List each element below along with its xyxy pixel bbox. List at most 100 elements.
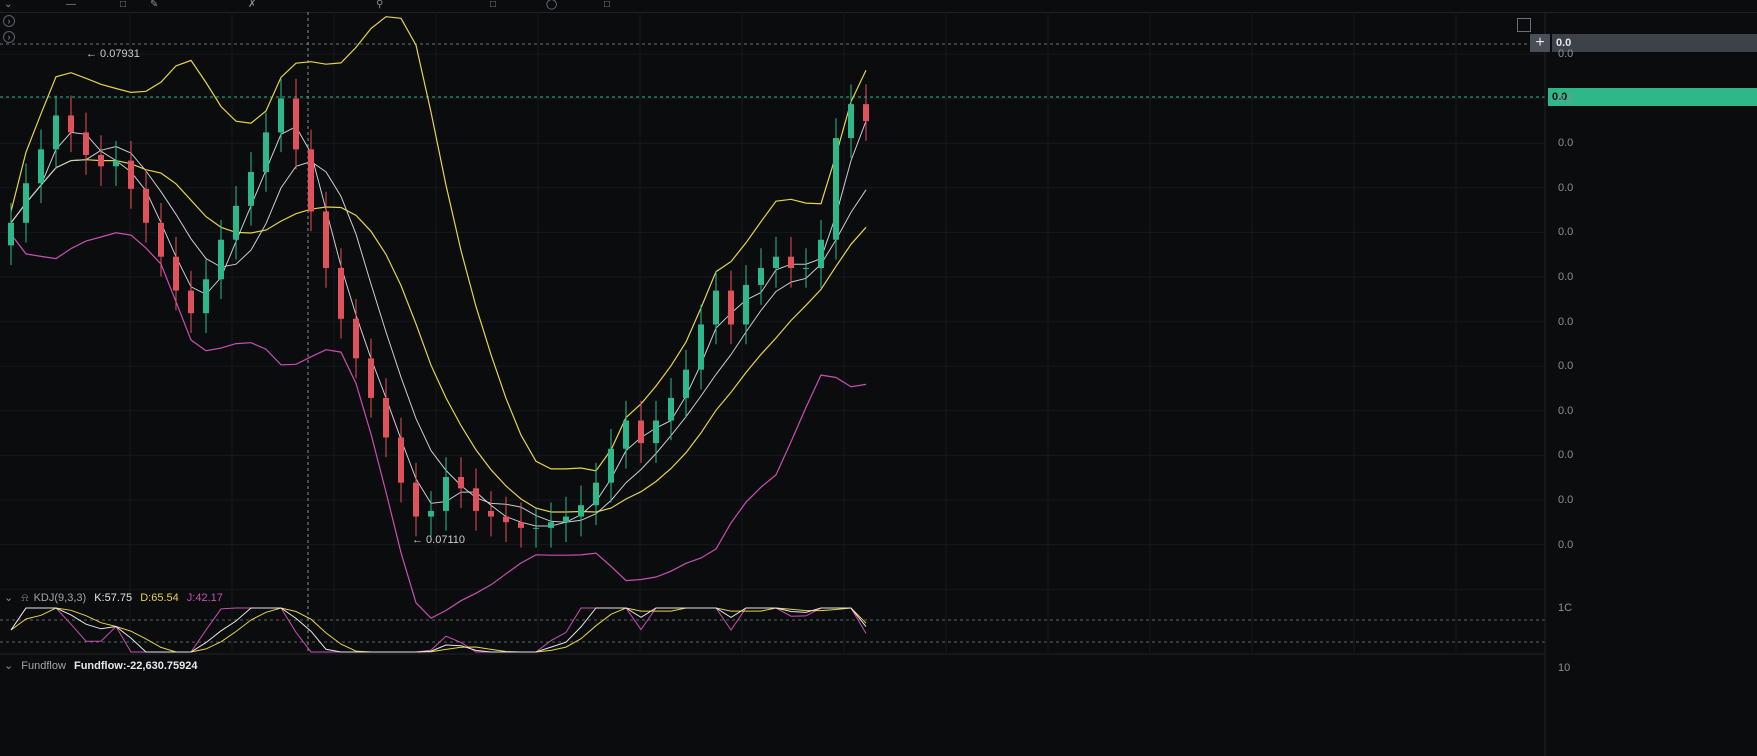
candle-body bbox=[68, 115, 74, 133]
draw-icon[interactable]: □ bbox=[120, 0, 127, 10]
candle-body bbox=[488, 510, 494, 517]
kdj-j-value: J:42.17 bbox=[186, 592, 223, 604]
collapse-top-icon[interactable]: › bbox=[3, 15, 15, 27]
kdj-legend: ⌄ ⍾ KDJ(9,3,3) K:57.75 D:65.54 J:42.17 bbox=[4, 591, 228, 605]
candle-body bbox=[263, 132, 269, 172]
fullscreen-icon[interactable] bbox=[1517, 18, 1531, 32]
top-price-tag: 0.0 bbox=[1552, 34, 1757, 52]
moving-average-fast-line bbox=[10, 120, 867, 527]
collapse-second-icon[interactable]: › bbox=[3, 31, 15, 43]
candle-body bbox=[638, 420, 644, 444]
kdj-name: KDJ(9,3,3) bbox=[33, 592, 87, 604]
kdj-axis-bottom-label: 10 bbox=[1558, 662, 1571, 674]
candle-body bbox=[218, 239, 224, 280]
axis-tick-label: 0.0 bbox=[1558, 271, 1574, 283]
cursor-icon[interactable]: ⌄ bbox=[4, 0, 13, 10]
text-icon[interactable]: ✎ bbox=[150, 0, 159, 10]
trash-icon[interactable]: □ bbox=[604, 0, 611, 10]
bollinger-middle-line bbox=[10, 159, 867, 513]
candle-body bbox=[533, 527, 539, 529]
fundflow-collapse-icon[interactable]: ⌄ bbox=[4, 660, 14, 672]
measure-icon[interactable]: ✗ bbox=[248, 0, 257, 10]
candle-body bbox=[593, 482, 599, 506]
axis-tick-label: 0.0 bbox=[1558, 404, 1574, 417]
indicator-lines bbox=[10, 16, 867, 619]
candle-body bbox=[518, 522, 524, 528]
kdj-k-value: K:57.75 bbox=[94, 592, 133, 604]
axis-tick-label: 0.0 bbox=[1558, 92, 1574, 105]
candle-body bbox=[368, 358, 374, 398]
candle-body bbox=[773, 256, 779, 268]
candle-body bbox=[668, 397, 674, 421]
candle-body bbox=[338, 267, 344, 319]
candle-body bbox=[188, 290, 194, 314]
bell-icon[interactable]: ⍾ bbox=[21, 592, 29, 604]
eye-icon[interactable]: ◯ bbox=[546, 0, 558, 10]
candle-body bbox=[113, 160, 119, 167]
candle-body bbox=[818, 239, 824, 268]
candle-body bbox=[308, 149, 314, 212]
chart-area[interactable]: › › ← 0.07931 ← 0.07110 + 0.0 0.0 ⌄ ⍾ KDJ… bbox=[0, 12, 1757, 756]
candle-body bbox=[623, 420, 629, 449]
last-price-tag: 0.0 bbox=[1548, 88, 1757, 106]
fundflow-value: Fundflow:-22,630.75924 bbox=[73, 660, 198, 672]
candle-body bbox=[788, 256, 794, 268]
price-chart[interactable] bbox=[0, 12, 1757, 756]
candlesticks bbox=[8, 78, 869, 548]
line-tool-icon[interactable]: — bbox=[66, 0, 76, 10]
drawing-toolbar: ⌄ — □ ✎ ✗ ⚲ □ ◯ □ bbox=[0, 0, 1757, 13]
bollinger-upper-line bbox=[10, 16, 867, 472]
candle-body bbox=[848, 104, 854, 139]
kdj-k-line bbox=[10, 607, 867, 653]
kdj-lines bbox=[10, 607, 867, 653]
candle-body bbox=[443, 477, 449, 511]
chart-grid bbox=[0, 12, 1546, 756]
axis-tick-label: 0.0 bbox=[1558, 315, 1574, 328]
fundflow-legend: ⌄ Fundflow Fundflow:-22,630.75924 bbox=[4, 659, 202, 672]
candle-body bbox=[548, 522, 554, 528]
axis-tick-label: 0.0 bbox=[1558, 360, 1574, 373]
candle-body bbox=[323, 211, 329, 268]
kdj-collapse-icon[interactable]: ⌄ bbox=[4, 592, 14, 604]
candle-body bbox=[173, 256, 179, 291]
candle-body bbox=[743, 284, 749, 325]
candle-body bbox=[608, 448, 614, 483]
axis-tick-label: 0.0 bbox=[1558, 538, 1574, 551]
candle-body bbox=[353, 318, 359, 359]
candle-body bbox=[803, 267, 809, 269]
low-price-label: ← 0.07110 bbox=[412, 534, 466, 546]
candle-body bbox=[758, 267, 764, 285]
candle-body bbox=[653, 420, 659, 444]
candle-body bbox=[413, 482, 419, 517]
lock-icon[interactable]: □ bbox=[490, 0, 497, 10]
candle-body bbox=[458, 477, 464, 489]
candle-body bbox=[563, 516, 569, 523]
candle-body bbox=[713, 290, 719, 325]
high-price-label: ← 0.07931 bbox=[86, 48, 140, 60]
candle-body bbox=[8, 222, 14, 246]
candle-body bbox=[833, 138, 839, 240]
add-alert-button[interactable]: + bbox=[1530, 34, 1550, 52]
candle-body bbox=[383, 397, 389, 438]
magnet-icon[interactable]: ⚲ bbox=[376, 0, 384, 10]
candle-body bbox=[473, 488, 479, 511]
bollinger-lower-line bbox=[10, 232, 867, 619]
candle-body bbox=[128, 160, 134, 189]
candle-body bbox=[578, 505, 584, 517]
kdj-d-value: D:65.54 bbox=[140, 592, 179, 604]
moving-average-slow-line bbox=[10, 145, 867, 523]
candle-body bbox=[863, 104, 869, 122]
axis-tick-label: 0.0 bbox=[1558, 449, 1574, 462]
candle-body bbox=[203, 279, 209, 314]
candle-body bbox=[233, 205, 239, 240]
candle-body bbox=[698, 324, 704, 370]
axis-tick-label: 0.0 bbox=[1558, 48, 1574, 60]
candle-body bbox=[53, 115, 59, 150]
candle-body bbox=[728, 290, 734, 325]
candle-body bbox=[143, 188, 149, 223]
candle-body bbox=[398, 437, 404, 483]
kdj-d-line bbox=[10, 607, 867, 653]
kdj-axis-top-label: 1C bbox=[1558, 602, 1573, 614]
candle-body bbox=[83, 132, 89, 155]
candle-body bbox=[683, 369, 689, 398]
